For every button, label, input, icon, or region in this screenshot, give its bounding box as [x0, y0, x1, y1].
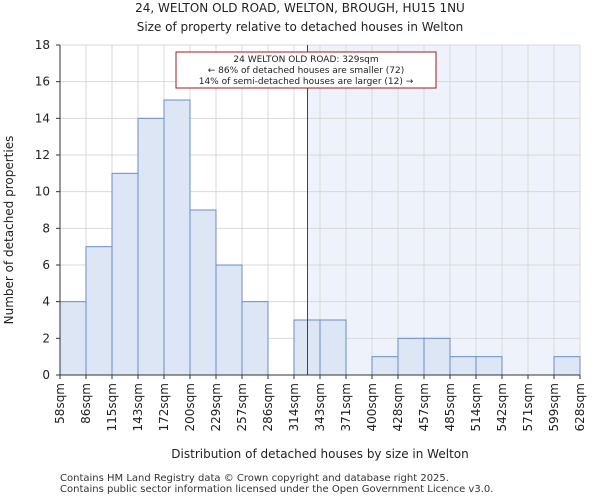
bar — [293, 319, 321, 376]
footer-line-1: Contains HM Land Registry data © Crown c… — [60, 473, 449, 484]
y-tick-label: 12 — [35, 148, 50, 162]
x-tick-label: 172sqm — [157, 383, 171, 431]
chart-subtitle: Size of property relative to detached ho… — [137, 20, 464, 34]
highlight-region — [307, 45, 580, 375]
bars — [59, 99, 581, 376]
annotation-title: 24 WELTON OLD ROAD: 329sqm — [233, 55, 378, 65]
footer-line-2: Contains public sector information licen… — [60, 484, 494, 495]
y-tick-label: 18 — [35, 38, 50, 52]
x-axis-label: Distribution of detached houses by size … — [171, 447, 468, 461]
y-tick-label: 4 — [42, 295, 50, 309]
annotation-box: 24 WELTON OLD ROAD: 329sqm ← 86% of deta… — [175, 51, 437, 89]
x-tick-label: 485sqm — [443, 383, 457, 431]
bar — [449, 356, 477, 376]
bar — [397, 337, 425, 376]
bar — [241, 301, 269, 376]
bar — [423, 337, 451, 376]
x-tick-label: 58sqm — [53, 383, 67, 424]
x-tick-label: 314sqm — [287, 383, 301, 431]
x-tick-label: 542sqm — [495, 383, 509, 431]
x-tick-label: 371sqm — [339, 383, 353, 431]
bar — [475, 356, 503, 376]
annotation-border — [175, 51, 437, 89]
bar — [111, 172, 139, 376]
y-ticks: 0 2 4 6 8 10 12 14 16 18 — [35, 38, 60, 382]
x-tick-label: 286sqm — [261, 383, 275, 431]
bar — [85, 246, 113, 376]
y-tick-label: 10 — [35, 185, 50, 199]
x-tick-label: 343sqm — [313, 383, 327, 431]
x-tick-label: 571sqm — [521, 383, 535, 431]
bar — [59, 301, 87, 376]
x-tick-label: 200sqm — [183, 383, 197, 431]
x-tick-label: 115sqm — [105, 383, 119, 431]
annotation-line2: 14% of semi-detached houses are larger (… — [199, 77, 414, 87]
y-tick-label: 16 — [35, 75, 50, 89]
x-ticks: 58sqm 86sqm 115sqm 143sqm 172sqm 200sqm 229sqm… — [53, 375, 587, 431]
x-tick-label: 628sqm — [573, 383, 587, 431]
x-tick-label: 86sqm — [79, 383, 93, 424]
bar — [215, 264, 243, 376]
y-tick-label: 6 — [42, 258, 50, 272]
bar — [137, 117, 165, 376]
x-tick-label: 514sqm — [469, 383, 483, 431]
x-tick-label: 143sqm — [131, 383, 145, 431]
bar — [163, 99, 191, 376]
y-tick-label: 8 — [42, 221, 50, 235]
annotation-line1: ← 86% of detached houses are smaller (72… — [208, 66, 405, 76]
bar — [371, 356, 399, 376]
bar — [189, 209, 217, 376]
x-tick-label: 428sqm — [391, 383, 405, 431]
x-tick-label: 599sqm — [547, 383, 561, 431]
y-axis-label: Number of detached properties — [2, 136, 16, 325]
chart-title: 24, WELTON OLD ROAD, WELTON, BROUGH, HU1… — [135, 1, 465, 15]
bar — [319, 319, 347, 376]
y-tick-label: 0 — [42, 368, 50, 382]
x-tick-label: 229sqm — [209, 383, 223, 431]
y-tick-label: 2 — [42, 331, 50, 345]
bar — [553, 356, 581, 376]
x-tick-label: 400sqm — [365, 383, 379, 431]
y-tick-label: 14 — [35, 111, 50, 125]
x-tick-label: 457sqm — [417, 383, 431, 431]
x-tick-label: 257sqm — [235, 383, 249, 431]
